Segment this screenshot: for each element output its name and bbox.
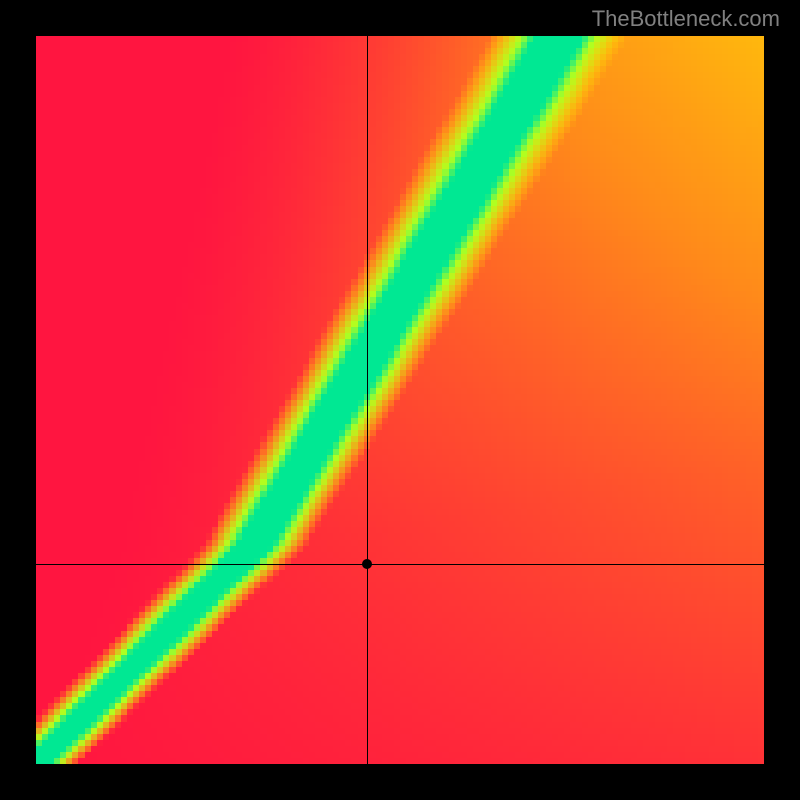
crosshair-horizontal: [36, 564, 764, 565]
marker-dot: [362, 559, 372, 569]
plot-area: [36, 36, 764, 764]
heatmap-canvas: [36, 36, 764, 764]
crosshair-vertical: [367, 36, 368, 764]
watermark-text: TheBottleneck.com: [592, 6, 780, 32]
chart-container: TheBottleneck.com: [0, 0, 800, 800]
